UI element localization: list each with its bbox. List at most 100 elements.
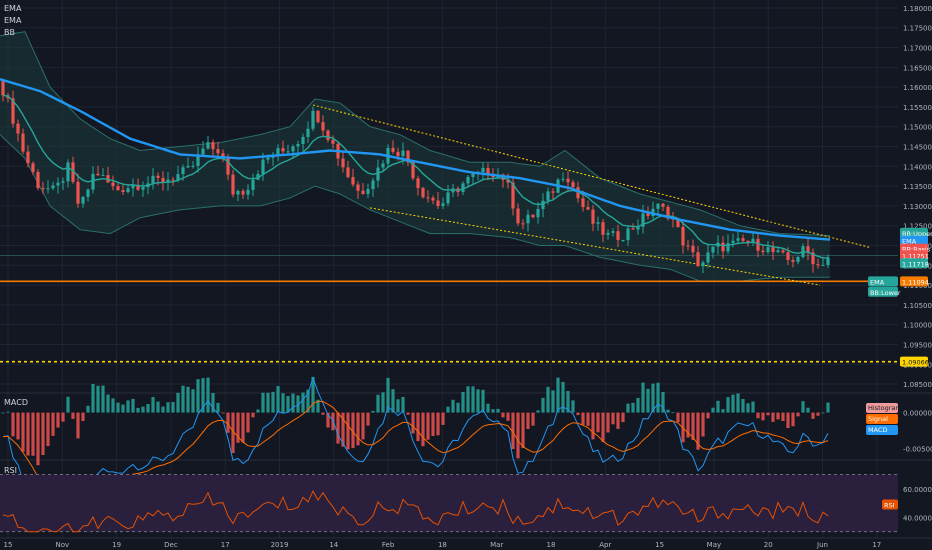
- macd-histogram-bar: [396, 399, 400, 413]
- x-tick-label: 18: [547, 541, 556, 549]
- macd-histogram-bar: [316, 399, 320, 413]
- macd-histogram-bar: [281, 393, 285, 413]
- candle-body: [176, 174, 180, 181]
- candle-body: [206, 142, 210, 149]
- candle-body: [646, 213, 650, 217]
- macd-legend-tag: [866, 403, 898, 413]
- macd-histogram-bar: [311, 376, 315, 413]
- candle-body: [536, 208, 540, 218]
- macd-histogram-bar: [766, 412, 770, 416]
- x-tick-label: 2019: [271, 541, 289, 549]
- rsi-title: RSI: [4, 466, 17, 475]
- rsi-line: [2, 490, 829, 533]
- macd-histogram-bar: [536, 410, 540, 413]
- candle-body: [166, 179, 170, 183]
- x-tick-label: 14: [329, 541, 338, 549]
- macd-histogram-bar: [821, 412, 825, 414]
- candle-body: [686, 245, 690, 247]
- macd-histogram-bar: [531, 412, 535, 426]
- price-tag-label: BB:Upper: [902, 230, 932, 238]
- candle-body: [766, 247, 770, 253]
- candle-body: [326, 130, 330, 140]
- macd-histogram-bar: [381, 392, 385, 413]
- bollinger-upper-line: [0, 31, 831, 237]
- candle-body: [211, 142, 215, 150]
- macd-histogram-bar: [276, 386, 280, 413]
- macd-histogram-bar: [756, 412, 760, 419]
- macd-histogram-bar: [211, 393, 215, 413]
- candle-body: [421, 187, 425, 198]
- macd-histogram-bar: [441, 412, 445, 425]
- macd-histogram-bar: [491, 409, 495, 413]
- candle-body: [796, 256, 800, 262]
- candle-body: [136, 184, 140, 190]
- macd-histogram-bar: [101, 385, 105, 413]
- candle-body: [401, 150, 405, 157]
- rsi-tag-label: RSI: [884, 502, 895, 510]
- candle-body: [31, 163, 35, 172]
- candle-body: [411, 162, 415, 179]
- macd-histogram-bar: [336, 412, 340, 444]
- candle-body: [636, 226, 640, 230]
- candle-body: [261, 159, 265, 175]
- candle-body: [691, 245, 695, 253]
- macd-histogram-bar: [456, 402, 460, 413]
- candle-body: [381, 163, 385, 168]
- candle-body: [781, 250, 785, 253]
- price-tag: [868, 276, 898, 287]
- y-tick-label: 1.15500: [903, 104, 932, 112]
- macd-histogram-bar: [671, 412, 675, 414]
- candle-body: [101, 175, 105, 177]
- macd-histogram-bar: [191, 389, 195, 413]
- macd-histogram-bar: [346, 412, 350, 450]
- macd-histogram-bar: [291, 393, 295, 413]
- price-tag: [900, 250, 928, 261]
- price-tag-label: EMA: [870, 278, 885, 286]
- candle-body: [351, 177, 355, 185]
- macd-histogram-bar: [431, 412, 435, 436]
- macd-histogram-bar: [451, 399, 455, 413]
- macd-histogram-bar: [646, 388, 650, 413]
- macd-histogram-bar: [391, 389, 395, 413]
- macd-legend-label: Signal: [868, 415, 888, 423]
- x-tick-label: Jun: [816, 541, 828, 549]
- candle-body: [231, 174, 235, 195]
- macd-legend-tag: [866, 414, 898, 424]
- macd-histogram-bar: [616, 412, 620, 429]
- macd-histogram-bar: [126, 400, 130, 413]
- candle-body: [526, 214, 530, 224]
- candle-body: [21, 133, 25, 152]
- macd-histogram-bar: [361, 412, 365, 440]
- bollinger-band-fill: [0, 31, 830, 282]
- macd-histogram-bar: [21, 412, 25, 452]
- candle-body: [221, 153, 225, 159]
- macd-histogram-bar: [411, 412, 415, 434]
- candle-body: [821, 264, 825, 266]
- candle-body: [371, 180, 375, 190]
- macd-histogram-bar: [16, 412, 20, 440]
- macd-title: MACD: [4, 398, 28, 407]
- candle-body: [426, 197, 430, 199]
- candle-body: [201, 148, 205, 155]
- macd-histogram-bar: [461, 391, 465, 413]
- candle-body: [306, 128, 310, 137]
- macd-histogram-bar: [156, 401, 160, 413]
- macd-histogram-bar: [541, 397, 545, 413]
- candle-body: [346, 167, 350, 178]
- macd-histogram-bar: [51, 412, 55, 436]
- candle-body: [531, 214, 535, 218]
- macd-histogram-bar: [356, 412, 360, 446]
- candle-body: [376, 167, 380, 181]
- macd-histogram-bar: [691, 412, 695, 440]
- candle-body: [236, 190, 240, 195]
- macd-histogram-bar: [306, 389, 310, 413]
- macd-y-tick-label: 0.00000: [903, 410, 932, 418]
- macd-histogram-bar: [421, 412, 425, 447]
- candle-body: [226, 158, 230, 175]
- y-tick-label: 1.12500: [903, 223, 932, 231]
- candle-body: [611, 231, 615, 233]
- candle-body: [736, 238, 740, 241]
- candle-body: [621, 240, 625, 242]
- macd-histogram-bar: [696, 412, 700, 450]
